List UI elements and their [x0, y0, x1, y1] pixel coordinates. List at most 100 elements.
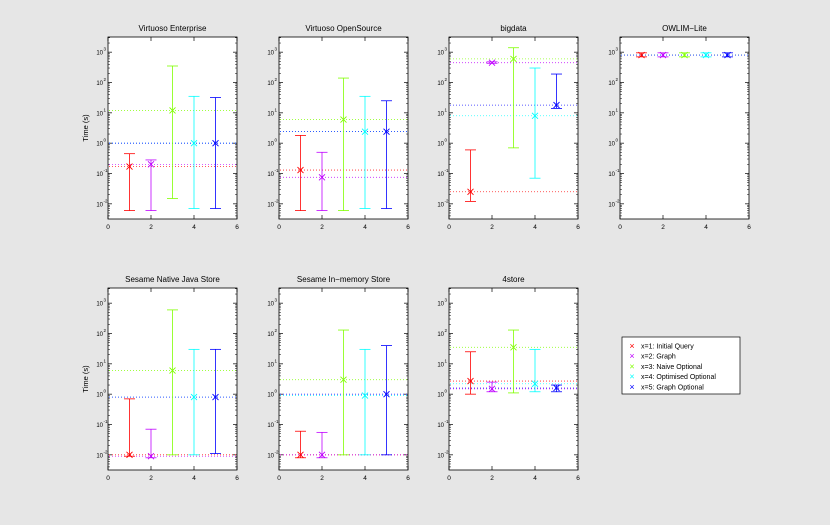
data-point-marker	[340, 116, 347, 123]
data-point-marker	[702, 51, 710, 59]
y-tick-label: 10	[267, 202, 274, 208]
x-tick-label: 0	[106, 475, 110, 482]
y-tick-exponent: 3	[445, 298, 448, 303]
legend-entry: x=4: Optimised Optional	[641, 374, 716, 381]
subplot-2: Virtuoso OpenSource10-210-11001011021030…	[267, 24, 410, 231]
data-point-marker	[488, 385, 496, 393]
y-tick-label: 10	[267, 142, 274, 148]
data-point-marker	[169, 367, 176, 374]
data-point-marker	[724, 51, 731, 59]
y-tick-exponent: 2	[104, 77, 107, 82]
legend-entry: x=1: Initial Query	[641, 344, 694, 351]
y-tick-exponent: 1	[616, 107, 619, 112]
x-tick-label: 6	[235, 475, 239, 482]
data-point-marker	[318, 173, 326, 181]
data-point-marker	[297, 451, 304, 459]
y-tick-label: 10	[267, 453, 274, 459]
legend-entry: x=2: Graph	[641, 354, 676, 361]
x-tick-label: 6	[576, 475, 580, 482]
y-tick-label: 10	[96, 362, 103, 368]
y-tick-exponent: -1	[104, 419, 108, 424]
y-tick-label: 10	[437, 362, 444, 368]
subplot-title: 4store	[502, 275, 525, 284]
y-tick-exponent: 1	[275, 107, 278, 112]
x-tick-label: 0	[277, 475, 281, 482]
y-tick-exponent: -1	[275, 419, 279, 424]
x-tick-label: 4	[533, 224, 537, 231]
y-tick-exponent: -2	[104, 198, 108, 203]
axes-frame	[619, 36, 750, 220]
y-tick-label: 10	[96, 202, 103, 208]
data-point-marker	[169, 107, 176, 114]
data-point-marker	[361, 392, 369, 399]
x-tick-label: 4	[363, 224, 367, 231]
y-tick-label: 10	[437, 172, 444, 178]
y-tick-label: 10	[96, 302, 103, 308]
y-tick-exponent: 0	[104, 138, 107, 143]
x-tick-label: 6	[576, 224, 580, 231]
subplot-title: Virtuoso OpenSource	[305, 24, 382, 33]
y-tick-label: 10	[267, 81, 274, 87]
legend: × x=1: Initial Query × x=2: Graph × x=3: Naiv…	[621, 336, 741, 395]
y-tick-exponent: -1	[275, 168, 279, 173]
data-point-marker	[510, 55, 517, 63]
data-point-marker	[147, 161, 155, 168]
x-tick-label: 6	[406, 475, 410, 482]
subplot-5: Sesame Native Java Store10-210-110010110…	[81, 275, 239, 482]
data-point-marker	[638, 51, 645, 59]
y-tick-exponent: -2	[445, 198, 449, 203]
y-tick-label: 10	[608, 142, 615, 148]
x-tick-label: 4	[363, 475, 367, 482]
y-tick-exponent: 0	[445, 389, 448, 394]
y-tick-label: 10	[608, 51, 615, 57]
y-tick-label: 10	[608, 172, 615, 178]
data-point-marker	[212, 139, 219, 147]
y-tick-exponent: -2	[616, 198, 620, 203]
y-tick-exponent: 1	[445, 107, 448, 112]
y-tick-label: 10	[267, 423, 274, 429]
legend-marker: ×	[629, 372, 634, 382]
x-tick-label: 2	[490, 475, 494, 482]
legend-entry: x=5: Graph Optional	[641, 384, 704, 391]
y-tick-label: 10	[267, 51, 274, 57]
subplot-1: Virtuoso Enterprise10-210-11001011021030…	[81, 24, 239, 231]
y-tick-exponent: 3	[445, 47, 448, 52]
y-tick-label: 10	[437, 453, 444, 459]
x-tick-label: 4	[192, 475, 196, 482]
y-tick-label: 10	[96, 172, 103, 178]
y-tick-exponent: 3	[275, 47, 278, 52]
y-tick-exponent: -2	[445, 449, 449, 454]
data-point-marker	[318, 451, 326, 459]
y-tick-exponent: 0	[616, 138, 619, 143]
subplot-title: OWLIM−Lite	[662, 24, 707, 33]
data-point-marker	[340, 376, 347, 384]
y-tick-label: 10	[96, 111, 103, 117]
y-tick-exponent: 3	[275, 298, 278, 303]
y-tick-exponent: 2	[104, 328, 107, 333]
y-tick-exponent: 1	[275, 358, 278, 363]
subplot-title: bigdata	[500, 24, 527, 33]
y-tick-exponent: 3	[104, 47, 107, 52]
data-point-marker	[297, 166, 304, 174]
x-tick-label: 2	[149, 475, 153, 482]
y-tick-exponent: -1	[445, 168, 449, 173]
data-point-marker	[467, 188, 474, 196]
y-tick-label: 10	[437, 81, 444, 87]
legend-box	[621, 336, 741, 395]
y-tick-label: 10	[437, 111, 444, 117]
y-tick-label: 10	[267, 393, 274, 399]
y-tick-label: 10	[437, 202, 444, 208]
y-tick-label: 10	[96, 81, 103, 87]
y-tick-exponent: 0	[275, 389, 278, 394]
legend-entry: x=3: Naive Optional	[641, 364, 703, 371]
y-tick-exponent: 2	[445, 77, 448, 82]
x-tick-label: 4	[192, 224, 196, 231]
y-tick-exponent: -2	[104, 449, 108, 454]
y-tick-label: 10	[437, 302, 444, 308]
legend-marker: ×	[629, 341, 634, 351]
y-tick-label: 10	[267, 111, 274, 117]
y-tick-label: 10	[96, 453, 103, 459]
x-tick-label: 2	[149, 224, 153, 231]
